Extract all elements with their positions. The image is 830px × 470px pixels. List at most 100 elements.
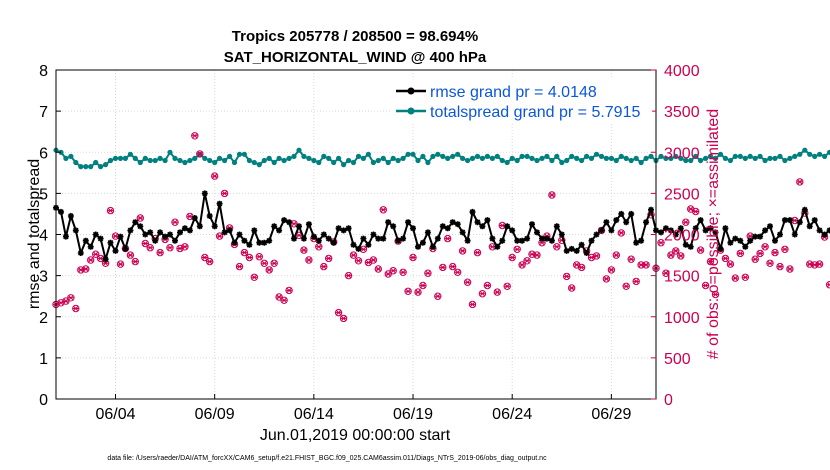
obs-point bbox=[414, 288, 422, 296]
totalspread-point bbox=[395, 157, 401, 164]
obs-possible-marker bbox=[806, 260, 814, 268]
rmse-point bbox=[177, 229, 183, 236]
obs-possible-marker bbox=[796, 178, 804, 186]
obs-possible-marker bbox=[736, 249, 744, 258]
totalspread-point bbox=[137, 159, 143, 166]
x-axis-ticks: 06/04 06/09 06/14 06/19 06/24 06/29 bbox=[95, 394, 631, 423]
totalspread-point bbox=[608, 155, 615, 161]
left-tick-label-6: 6 bbox=[39, 145, 48, 162]
totalspread-point bbox=[103, 162, 109, 168]
obs-point bbox=[617, 229, 625, 237]
obs-point bbox=[116, 260, 125, 268]
obs-assimilated-marker bbox=[563, 273, 570, 280]
obs-point bbox=[815, 260, 824, 268]
totalspread-point bbox=[752, 155, 758, 161]
totalspread-point bbox=[410, 151, 416, 157]
totalspread-point bbox=[147, 157, 153, 164]
obs-point bbox=[513, 245, 521, 254]
left-tick-label-4: 4 bbox=[39, 228, 48, 245]
rmse-point bbox=[365, 241, 372, 248]
totalspread-point bbox=[698, 157, 704, 164]
rmse-point bbox=[415, 243, 421, 250]
obs-assimilated-marker bbox=[380, 206, 387, 213]
totalspread-point bbox=[450, 153, 456, 159]
obs-point bbox=[389, 267, 397, 275]
totalspread-point bbox=[519, 153, 525, 159]
right-tick-label-5: 2500 bbox=[664, 186, 700, 203]
rmse-point bbox=[821, 231, 828, 238]
obs-possible-marker bbox=[260, 259, 268, 267]
obs-assimilated-marker bbox=[777, 263, 783, 270]
totalspread-point bbox=[415, 157, 421, 164]
totalspread-point bbox=[390, 155, 396, 161]
totalspread-point bbox=[400, 155, 406, 161]
obs-point bbox=[771, 248, 779, 257]
x-axis-label: Jun.01,2019 00:00:00 start bbox=[260, 427, 451, 444]
obs-assimilated-marker bbox=[410, 254, 416, 261]
obs-point bbox=[72, 304, 80, 313]
totalspread-point bbox=[316, 159, 322, 166]
totalspread-point bbox=[266, 155, 272, 161]
rmse-point bbox=[558, 231, 565, 238]
obs-assimilated-marker bbox=[271, 260, 278, 267]
obs-assimilated-marker bbox=[553, 243, 560, 250]
obs-assimilated-marker bbox=[236, 263, 243, 270]
obs-point bbox=[503, 282, 511, 290]
rmse-point bbox=[543, 235, 550, 242]
obs-assimilated-marker bbox=[667, 252, 674, 258]
obs-assimilated-marker bbox=[628, 256, 635, 263]
totalspread-point bbox=[93, 159, 99, 166]
x-tick-label-5: 06/29 bbox=[591, 406, 631, 423]
rmse-point bbox=[196, 223, 203, 230]
obs-assimilated-marker bbox=[618, 230, 625, 236]
rmse-point bbox=[310, 233, 317, 240]
rmse-point bbox=[226, 227, 233, 234]
totalspread-point bbox=[157, 155, 163, 161]
obs-possible-marker bbox=[389, 267, 397, 275]
obs-assimilated-marker bbox=[256, 253, 263, 260]
obs-possible-marker bbox=[553, 243, 561, 251]
obs-assimilated-marker bbox=[305, 257, 312, 263]
obs-possible-marker bbox=[786, 265, 794, 273]
rmse-point bbox=[77, 250, 84, 256]
rmse-point bbox=[563, 247, 570, 254]
obs-assimilated-marker bbox=[816, 261, 823, 267]
rmse-point bbox=[781, 217, 788, 224]
obs-possible-marker bbox=[696, 246, 705, 254]
obs-point bbox=[563, 272, 571, 281]
rmse-point bbox=[806, 223, 813, 230]
obs-point bbox=[186, 212, 194, 221]
totalspread-point bbox=[212, 159, 218, 166]
rmse-point bbox=[400, 235, 407, 242]
obs-possible-marker bbox=[731, 274, 739, 282]
obs-assimilated-marker bbox=[697, 247, 704, 253]
obs-point bbox=[731, 274, 739, 282]
totalspread-point bbox=[712, 155, 719, 161]
rmse-point bbox=[434, 235, 441, 242]
rmse-point bbox=[682, 241, 689, 248]
obs-assimilated-marker bbox=[87, 257, 94, 263]
rmse-point bbox=[147, 229, 154, 236]
obs-point bbox=[468, 300, 477, 309]
obs-point bbox=[404, 287, 412, 295]
rmse-point bbox=[588, 237, 595, 244]
totalspread-point bbox=[792, 153, 798, 159]
totalspread-point bbox=[192, 155, 198, 161]
totalspread-point bbox=[321, 153, 327, 159]
rmse-point bbox=[405, 219, 412, 226]
rmse-point bbox=[727, 239, 734, 246]
obs-assimilated-marker bbox=[281, 297, 288, 304]
rmse-point bbox=[231, 239, 238, 246]
rmse-point bbox=[201, 190, 208, 197]
obs-point bbox=[701, 281, 710, 290]
obs-assimilated-marker bbox=[67, 294, 74, 301]
obs-assimilated-marker bbox=[702, 282, 709, 289]
obs-point bbox=[434, 292, 442, 300]
obs-possible-marker bbox=[334, 308, 343, 317]
rmse-point bbox=[410, 225, 416, 232]
obs-assimilated-marker bbox=[578, 264, 585, 271]
obs-point bbox=[384, 270, 392, 278]
obs-point bbox=[761, 243, 769, 251]
totalspread-point bbox=[236, 151, 243, 157]
obs-possible-marker bbox=[577, 263, 586, 272]
